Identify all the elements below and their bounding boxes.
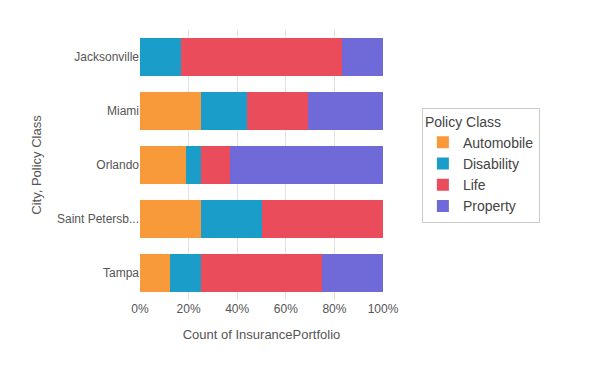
svg-text:Property: Property [463, 198, 516, 214]
svg-text:Orlando: Orlando [96, 158, 139, 172]
svg-text:Disability: Disability [463, 156, 519, 172]
svg-text:60%: 60% [274, 302, 298, 316]
svg-text:Count of InsurancePortfolio: Count of InsurancePortfolio [183, 327, 341, 342]
svg-text:0%: 0% [131, 302, 149, 316]
svg-text:Policy Class: Policy Class [425, 114, 501, 130]
svg-text:100%: 100% [368, 302, 399, 316]
svg-text:Tampa: Tampa [103, 266, 139, 280]
svg-text:Miami: Miami [107, 104, 139, 118]
svg-text:Saint Petersb...: Saint Petersb... [57, 212, 139, 226]
svg-text:Life: Life [463, 177, 486, 193]
svg-text:City, Policy Class: City, Policy Class [29, 115, 44, 215]
svg-text:Jacksonville: Jacksonville [74, 50, 139, 64]
svg-text:20%: 20% [177, 302, 201, 316]
svg-text:40%: 40% [225, 302, 249, 316]
svg-text:Automobile: Automobile [463, 135, 533, 151]
svg-text:80%: 80% [322, 302, 346, 316]
